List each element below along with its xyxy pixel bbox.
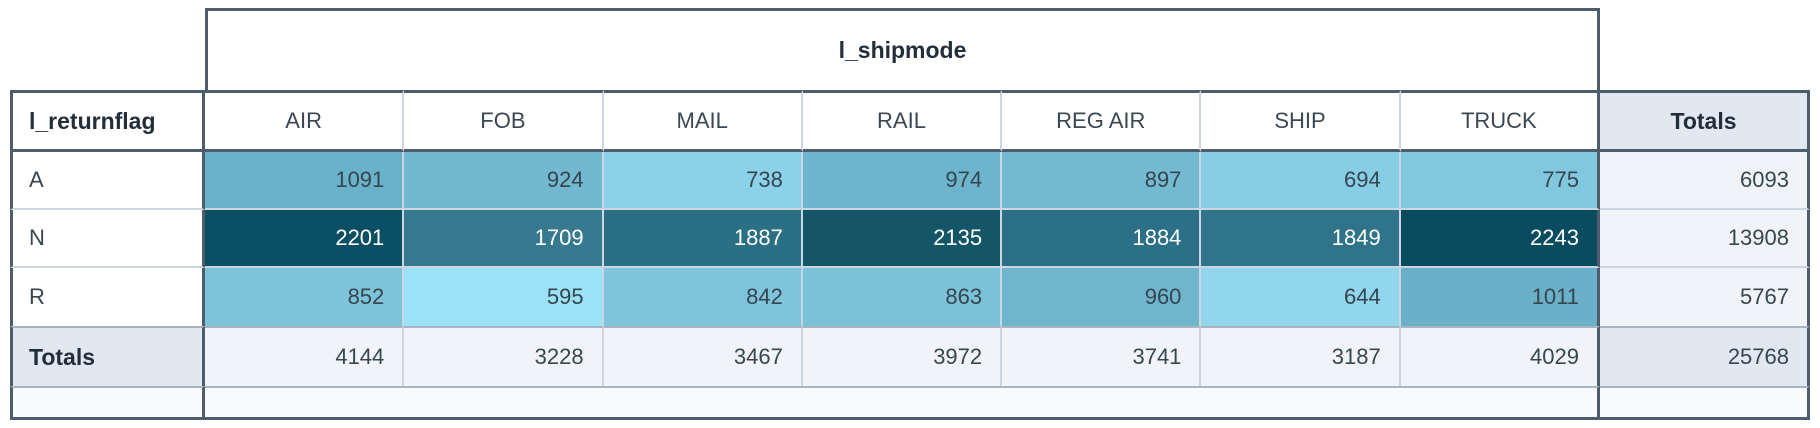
top-left-spacer [10,8,205,90]
column-total-cell[interactable]: 3741 [1002,326,1202,386]
top-right-spacer [1600,8,1810,90]
column-total-cell[interactable]: 3467 [603,326,803,386]
heatmap-cell[interactable]: 2243 [1400,210,1600,268]
column-total-cell[interactable]: 3972 [802,326,1003,386]
column-total-cell[interactable]: 4029 [1400,326,1600,386]
footer-left-cell [10,386,205,420]
column-header: SHIP [1201,90,1401,152]
row-group-header: l_returnflag [10,90,205,152]
heatmap-cell[interactable]: 852 [205,268,405,326]
heatmap-cell[interactable]: 1849 [1201,210,1401,268]
heatmap-cell[interactable]: 1091 [205,152,405,210]
row-total-cell[interactable]: 6093 [1600,152,1810,210]
heatmap-cell[interactable]: 924 [404,152,604,210]
heatmap-cell[interactable]: 738 [603,152,803,210]
heatmap-cell[interactable]: 775 [1400,152,1600,210]
heatmap-cell[interactable]: 2201 [205,210,405,268]
heatmap-cell[interactable]: 595 [404,268,604,326]
column-header: FOB [404,90,604,152]
heatmap-cell[interactable]: 1884 [1002,210,1202,268]
heatmap-cell[interactable]: 2135 [802,210,1003,268]
row-total-cell[interactable]: 5767 [1600,268,1810,326]
heatmap-cell[interactable]: 974 [802,152,1003,210]
column-total-cell[interactable]: 3228 [404,326,604,386]
footer-middle-cell [205,386,1600,420]
heatmap-cell[interactable]: 842 [603,268,803,326]
column-group-header: l_shipmode [205,8,1600,90]
column-header: RAIL [802,90,1003,152]
column-header: TRUCK [1400,90,1600,152]
row-label: N [10,210,205,268]
heatmap-cell[interactable]: 1887 [603,210,803,268]
row-label: A [10,152,205,210]
footer-right-cell [1600,386,1810,420]
heatmap-cell[interactable]: 863 [802,268,1003,326]
column-header: MAIL [603,90,803,152]
heatmap-cell[interactable]: 897 [1002,152,1202,210]
heatmap-cell[interactable]: 960 [1002,268,1202,326]
column-header: REG AIR [1002,90,1202,152]
pivot-table: l_shipmode l_returnflag Totals AIR FOB MAI… [10,8,1810,420]
heatmap-cell[interactable]: 1011 [1400,268,1600,326]
totals-column-header: Totals [1600,90,1810,152]
heatmap-cell[interactable]: 644 [1201,268,1401,326]
row-label: R [10,268,205,326]
column-total-cell[interactable]: 3187 [1201,326,1401,386]
heatmap-cell[interactable]: 1709 [404,210,604,268]
column-total-cell[interactable]: 4144 [205,326,405,386]
totals-row-label: Totals [10,326,205,386]
grand-total-cell[interactable]: 25768 [1600,326,1810,386]
heatmap-cell[interactable]: 694 [1201,152,1401,210]
row-total-cell[interactable]: 13908 [1600,210,1810,268]
column-header: AIR [205,90,405,152]
